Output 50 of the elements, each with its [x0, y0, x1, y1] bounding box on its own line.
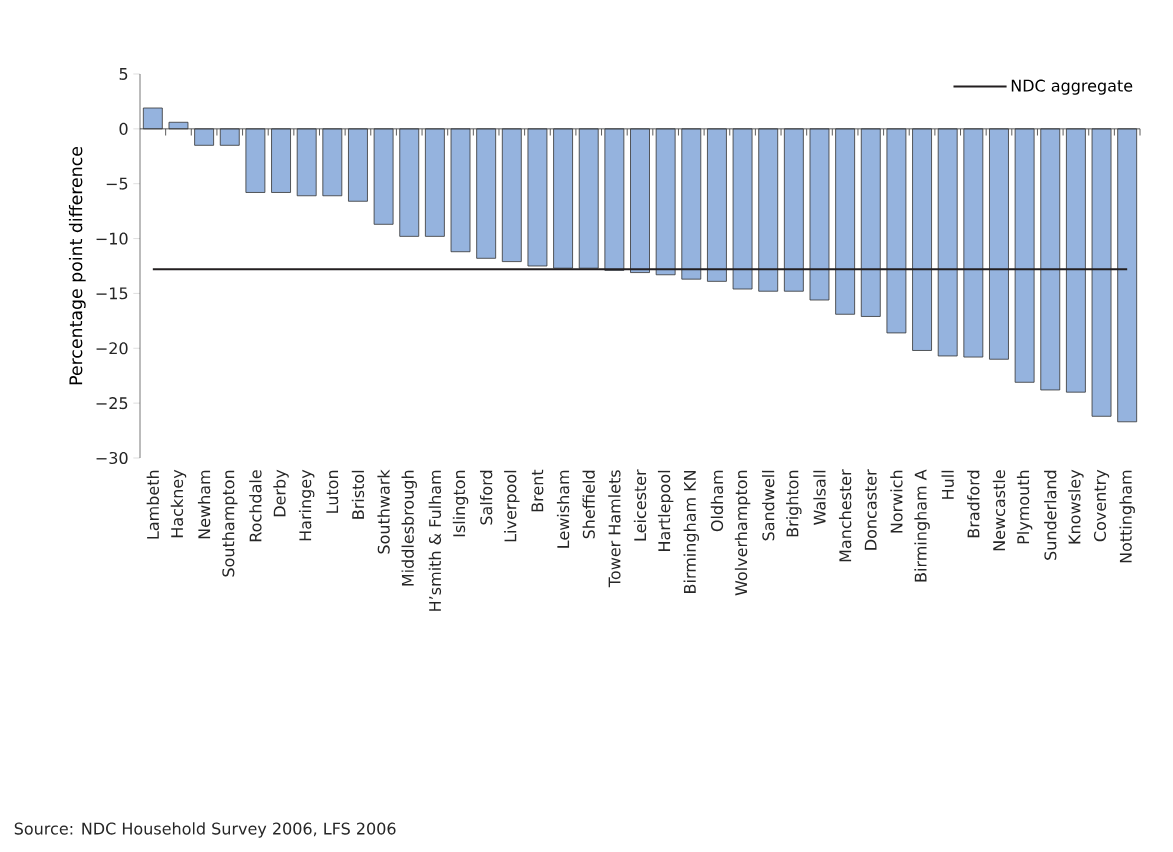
y-tick-label: −15: [96, 287, 128, 300]
y-tick-label: −30: [96, 451, 128, 465]
x-tick-label: Bradford: [967, 470, 980, 538]
x-tick-label: Leicester: [633, 469, 647, 541]
x-tick-label: Lambeth: [146, 470, 160, 539]
x-tick-label: Hull: [941, 470, 954, 499]
x-tick-label: Birmingham A: [914, 469, 930, 582]
x-tick-label: Haringey: [298, 469, 315, 541]
x-tick-label: Norwich: [890, 470, 903, 533]
y-tick-label: −25: [96, 397, 128, 410]
x-tick-label: Southwark: [377, 469, 390, 554]
y-tick-label: 5: [119, 68, 128, 80]
x-tick-label: Birmingham KN: [683, 470, 700, 593]
x-tick-label: Sunderland: [1044, 470, 1057, 560]
y-tick-label: 0: [119, 122, 128, 135]
x-tick-label: Hartlepool: [657, 470, 674, 551]
x-tick-label: Rochdale: [249, 470, 262, 542]
y-tick-label: −20: [96, 342, 128, 355]
x-tick-label: Walsall: [813, 470, 826, 525]
x-tick-label: Middlesbrough: [401, 470, 417, 586]
x-tick-label: Southampton: [222, 470, 238, 577]
x-tick-label: Newcastle: [992, 470, 1006, 551]
x-tick-label: Sheffield: [582, 470, 595, 539]
x-tick-label: Knowsley: [1068, 469, 1084, 544]
x-tick-label: Newham: [197, 470, 211, 539]
x-tick-label: Islington: [452, 470, 469, 537]
y-axis-title: Percentage point difference: [68, 147, 86, 385]
x-tick-label: Brent: [531, 469, 544, 512]
legend-label: NDC aggregate: [1011, 79, 1133, 95]
x-tick-label: Liverpool: [504, 470, 520, 542]
x-tick-label: H’smith & Fulham: [428, 470, 442, 611]
x-tick-label: Tower Hamlets: [608, 470, 621, 588]
source-note: Source: NDC Household Survey 2006, LFS 2006: [14, 822, 396, 838]
x-tick-label: Wolverhampton: [734, 470, 751, 596]
x-tick-label: Derby: [273, 469, 289, 517]
x-tick-label: Coventry: [1093, 469, 1110, 542]
x-tick-label: Brighton: [786, 470, 802, 537]
x-tick-label: Sandwell: [762, 470, 775, 541]
x-tick-label: Plymouth: [1016, 470, 1033, 544]
x-tick-label: Oldham: [710, 470, 724, 532]
x-tick-label: Bristol: [351, 470, 365, 519]
x-tick-label: Nottingham: [1119, 470, 1135, 563]
y-tick-label: −5: [106, 177, 128, 190]
x-tick-label: Manchester: [838, 469, 852, 562]
x-tick-label: Salford: [479, 470, 493, 525]
x-tick-label: Hackney: [170, 469, 187, 538]
y-tick-label: −10: [96, 232, 128, 245]
x-tick-label: Doncaster: [864, 469, 877, 550]
x-tick-label: Lewisham: [556, 470, 570, 548]
x-tick-label: Luton: [326, 470, 339, 513]
